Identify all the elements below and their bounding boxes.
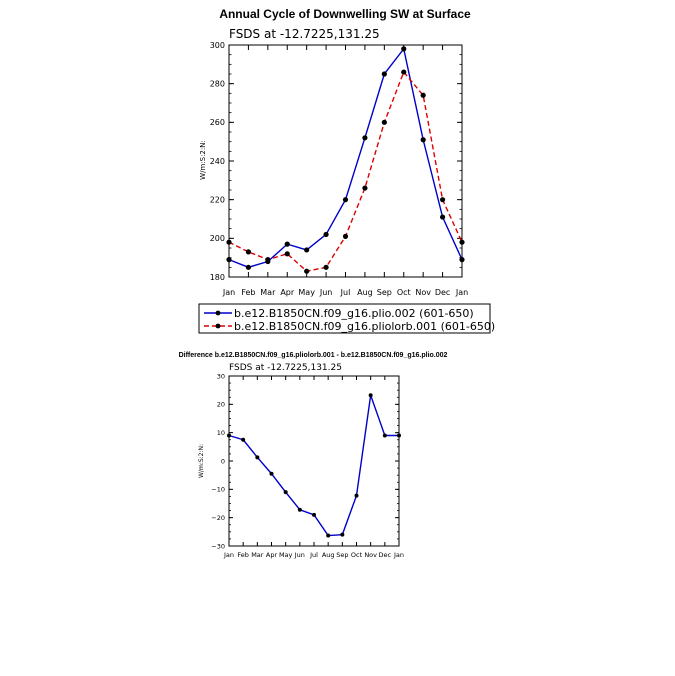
- chart2-series-1-point: [255, 455, 260, 460]
- chart1-series-2-point: [401, 69, 407, 75]
- chart2-xtick-label: Sep: [336, 551, 348, 559]
- chart1-ytick-label: 260: [210, 118, 225, 127]
- chart1-series-1-point: [323, 231, 329, 238]
- chart1-ytick-label: 280: [210, 79, 225, 88]
- chart2-xtick-label: Dec: [379, 551, 392, 559]
- chart1-xtick-label: May: [298, 288, 315, 297]
- chart1-legend-marker-2: [215, 323, 221, 329]
- chart2-ytick-label: −10: [211, 486, 225, 494]
- chart-difference: Difference b.e12.B1850CN.f09_g16.pliolor…: [179, 352, 448, 559]
- chart1-xtick-label: Apr: [280, 288, 295, 297]
- chart2-title: Difference b.e12.B1850CN.f09_g16.pliolor…: [179, 352, 448, 359]
- chart2-xtick-label: Aug: [322, 551, 335, 559]
- chart1-series-1-point: [439, 214, 446, 220]
- chart2-series-1-point: [397, 433, 401, 438]
- chart1-ytick-label: 240: [210, 157, 225, 166]
- chart1-xtick-label: Aug: [357, 288, 373, 297]
- chart1-legend-label-1: b.e12.B1850CN.f09_g16.plio.002 (601-650): [234, 307, 474, 320]
- chart2-xtick-label: Mar: [251, 551, 264, 559]
- chart1-xtick-label: Jan: [455, 288, 468, 297]
- chart1-series-1-point: [459, 257, 465, 263]
- chart1-xtick-label: Sep: [377, 288, 392, 297]
- chart1-series-1-point: [284, 241, 290, 247]
- chart1-legend-box: [198, 303, 491, 334]
- chart2-series-1-point: [382, 433, 387, 438]
- chart1-legend: b.e12.B1850CN.f09_g16.plio.002 (601-650)…: [198, 303, 495, 334]
- chart1-xtick-label: Mar: [260, 288, 276, 297]
- chart1-xtick-label: Jan: [222, 288, 235, 297]
- chart2-ytick-label: −20: [211, 514, 225, 522]
- chart1-series-1-point: [245, 264, 252, 270]
- chart2-xtick-label: Apr: [266, 551, 278, 559]
- chart2-ylabel: W/m:S:2:N:: [198, 444, 205, 478]
- chart2-xtick-label: Jan: [223, 551, 234, 559]
- chart2-ytick-label: 10: [217, 429, 225, 437]
- chart1-series-1-point: [304, 247, 310, 253]
- chart1-series-2-point: [304, 268, 310, 274]
- chart1-series-2-point: [226, 239, 232, 245]
- chart2-xtick-label: May: [279, 551, 293, 559]
- chart1-title: Annual Cycle of Downwelling SW at Surfac…: [219, 7, 471, 21]
- chart2-ytick-label: 30: [217, 372, 225, 380]
- chart2-xtick-label: Oct: [351, 551, 363, 559]
- chart1-series-2-point: [245, 249, 252, 255]
- chart2-ytick-label: 0: [221, 457, 225, 465]
- chart1-legend-marker-1: [215, 310, 221, 316]
- chart2-series-1-point: [227, 433, 231, 438]
- chart1-series-1-point: [342, 197, 349, 203]
- chart1-series-2-point: [362, 185, 368, 191]
- chart1-xtick-label: Nov: [415, 288, 431, 297]
- chart2-series-1-point: [241, 437, 246, 442]
- chart1-series-1-point: [381, 71, 387, 77]
- chart1-xtick-label: Feb: [241, 288, 255, 297]
- chart2-xtick-label: Jul: [309, 551, 318, 559]
- chart1-series-1-point: [362, 135, 368, 141]
- chart1-series-2-point: [265, 257, 271, 263]
- chart2-xtick-label: Nov: [364, 551, 377, 559]
- chart1-xtick-label: Jul: [340, 288, 351, 297]
- chart1-xtick-label: Dec: [435, 288, 450, 297]
- chart1-series-2-point: [439, 197, 446, 203]
- chart1-series-2-point: [420, 92, 426, 98]
- chart1-ytick-label: 300: [210, 41, 225, 50]
- chart2-series-1-point: [297, 507, 302, 512]
- chart1-subtitle: FSDS at -12.7225,131.25: [229, 27, 380, 41]
- chart1-ylabel: W/m:S:2:N:: [199, 140, 207, 180]
- chart1-series-2-point: [342, 233, 349, 239]
- chart1-ytick-label: 200: [210, 234, 225, 243]
- chart1-series-1-point: [226, 257, 232, 263]
- chart1-series-1-point: [420, 137, 426, 143]
- chart2-series-1-point: [312, 512, 316, 517]
- chart2-series-1-point: [326, 533, 331, 538]
- chart-annual-cycle: Annual Cycle of Downwelling SW at Surfac…: [198, 7, 495, 334]
- chart2-ytick-label: 20: [217, 401, 225, 409]
- chart2-xtick-label: Jan: [393, 551, 404, 559]
- chart1-series-2-point: [284, 251, 290, 257]
- chart1-xtick-label: Jun: [319, 288, 333, 297]
- chart1-ytick-label: 220: [210, 195, 225, 204]
- chart2-series-1-point: [283, 490, 288, 495]
- chart2-series-1-point: [340, 532, 345, 537]
- chart1-legend-label-2: b.e12.B1850CN.f09_g16.pliolorb.001 (601-…: [234, 320, 495, 333]
- chart2-series-1-point: [269, 471, 274, 476]
- chart1-xtick-label: Oct: [397, 288, 411, 297]
- chart1-series-2-point: [323, 264, 329, 270]
- chart1-series-2-point: [381, 119, 387, 125]
- chart1-ytick-label: 180: [210, 273, 225, 282]
- chart2-subtitle: FSDS at -12.7225,131.25: [229, 363, 342, 373]
- chart1-plot-frame: [228, 44, 463, 278]
- chart1-series-1-point: [401, 46, 407, 52]
- chart2-xtick-label: Jun: [294, 551, 305, 559]
- chart2-series-1-point: [368, 393, 373, 398]
- chart2-series-1-point: [354, 493, 359, 498]
- chart2-xtick-label: Feb: [237, 551, 249, 559]
- chart2-ytick-label: −30: [211, 542, 225, 550]
- chart1-series-2-line: [228, 70, 463, 272]
- chart1-series-2-point: [459, 239, 465, 245]
